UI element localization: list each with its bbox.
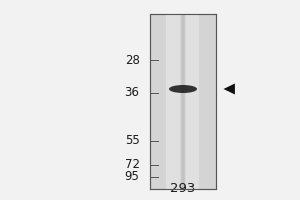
Text: 55: 55	[125, 134, 140, 148]
Text: 72: 72	[124, 158, 140, 171]
Bar	[181, 14, 185, 189]
Bar	[182, 14, 184, 189]
Ellipse shape	[169, 85, 197, 93]
Polygon shape	[224, 84, 235, 94]
Bar	[167, 14, 200, 189]
Bar	[180, 14, 186, 189]
Bar	[181, 14, 185, 189]
Bar	[181, 14, 185, 189]
Text: 293: 293	[170, 182, 196, 195]
Bar	[150, 14, 216, 189]
Bar	[182, 14, 184, 189]
Text: 36: 36	[124, 86, 140, 99]
Text: 95: 95	[124, 170, 140, 184]
Text: 28: 28	[124, 53, 140, 66]
